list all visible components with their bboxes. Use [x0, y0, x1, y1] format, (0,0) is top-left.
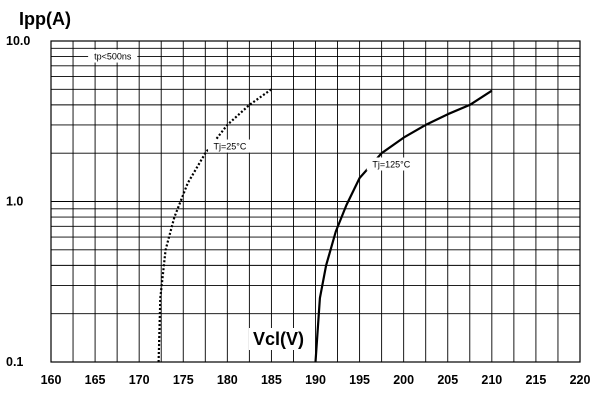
annotation-bg [366, 157, 416, 171]
y-tick-label: 1.0 [6, 195, 23, 209]
curves [157, 88, 493, 363]
x-tick-label: 160 [41, 373, 62, 387]
x-tick-label: 185 [261, 373, 282, 387]
x-tick-label: 170 [129, 373, 150, 387]
x-tick-label: 175 [173, 373, 194, 387]
annotation-label: tp<500ns [94, 52, 132, 62]
grid [50, 40, 581, 363]
annotation-bg [88, 49, 138, 63]
annotation: Tj=125°C [366, 157, 416, 171]
annotation: Tj=25°C [208, 139, 252, 153]
annotation-bg [208, 139, 252, 153]
y-axis-label: Ipp(A) [19, 9, 71, 29]
x-axis-label-bg [249, 328, 311, 350]
annotation: tp<500ns [88, 49, 138, 63]
y-tick-labels: 10.0 1.0 0.1 [6, 34, 30, 369]
x-tick-label: 215 [525, 373, 546, 387]
x-tick-label: 200 [393, 373, 414, 387]
x-tick-label: 210 [481, 373, 502, 387]
x-tick-label: 205 [437, 373, 458, 387]
x-tick-label: 165 [85, 373, 106, 387]
x-tick-label: 195 [349, 373, 370, 387]
y-tick-label: 0.1 [6, 355, 23, 369]
x-tick-label: 180 [217, 373, 238, 387]
x-axis-label: Vcl(V) [253, 329, 304, 349]
annotation-label: Tj=25°C [214, 142, 247, 152]
y-tick-label: 10.0 [6, 34, 30, 48]
series-line-tj25 [157, 88, 273, 363]
x-tick-label: 190 [305, 373, 326, 387]
x-tick-label: 220 [570, 373, 591, 387]
annotations: tp<500ns Tj=25°C Tj=125°C [88, 49, 416, 171]
annotation-label: Tj=125°C [372, 160, 410, 170]
x-tick-labels: 160 165 170 175 180 185 190 195 200 205 210 215 220 [41, 373, 591, 387]
